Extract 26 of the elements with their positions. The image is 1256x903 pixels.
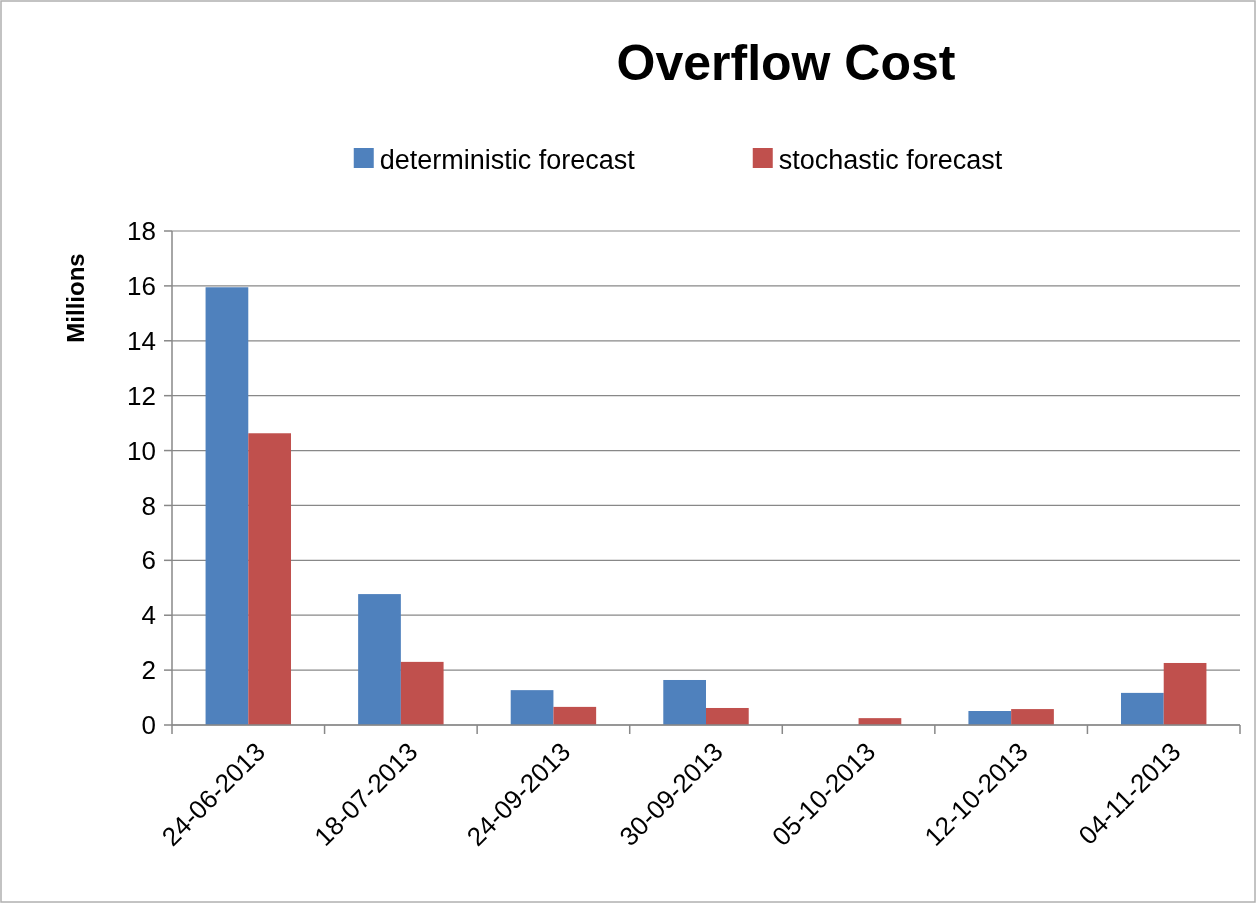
y-tick-label: 14 bbox=[127, 325, 156, 356]
bar bbox=[1120, 692, 1164, 725]
bar bbox=[248, 433, 292, 725]
y-tick-label: 12 bbox=[127, 380, 156, 411]
y-tick-label: 8 bbox=[141, 490, 156, 521]
bar bbox=[1163, 662, 1207, 725]
legend-label: stochastic forecast bbox=[778, 145, 1003, 176]
y-tick-label: 16 bbox=[127, 270, 156, 301]
y-axis-title: Millions bbox=[62, 253, 89, 343]
y-tick-label: 6 bbox=[141, 545, 156, 576]
bar bbox=[553, 706, 597, 725]
bar bbox=[663, 679, 706, 725]
y-tick-label: 2 bbox=[141, 655, 156, 686]
chart-title: Overflow Cost bbox=[616, 35, 956, 91]
bar bbox=[358, 594, 401, 725]
y-tick-label: 10 bbox=[127, 435, 156, 466]
bar bbox=[205, 287, 249, 725]
bar bbox=[400, 661, 444, 725]
y-tick-label: 0 bbox=[141, 710, 156, 741]
bar bbox=[1011, 709, 1054, 725]
bar bbox=[968, 711, 1012, 725]
y-tick-label: 18 bbox=[127, 216, 156, 247]
y-tick-label: 4 bbox=[141, 600, 156, 631]
bar bbox=[706, 707, 749, 725]
bar bbox=[510, 690, 554, 725]
legend-label: deterministic forecast bbox=[379, 145, 636, 176]
